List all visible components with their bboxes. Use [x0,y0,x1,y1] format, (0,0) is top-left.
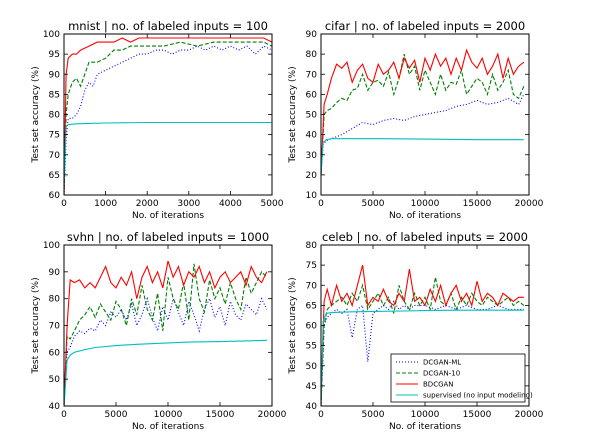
y-tick-label: 75 [306,261,317,271]
x-axis-label: No. of iterations [389,211,461,221]
y-axis-label: Test set accuracy (%) [288,66,298,163]
x-tick-label: 15000 [463,199,492,209]
x-tick-label: 0 [61,199,67,209]
series-line-supervised-no-input-modeling- [64,339,267,406]
x-tick-label: 20000 [258,410,287,420]
y-tick-label: 70 [306,281,318,291]
series-line-bdcgan [321,48,525,175]
y-tick-label: 40 [306,402,318,412]
legend-entry: supervised (no input modeling) [423,392,533,400]
y-tick-label: 100 [43,30,60,40]
chart-title: cifar | no. of labeled inputs = 2000 [325,19,525,33]
y-tick-label: 100 [43,241,60,251]
y-tick-label: 65 [49,171,60,181]
y-tick-label: 50 [49,375,61,385]
chart-title: mnist | no. of labeled inputs = 100 [68,19,268,33]
series-line-bdcgan [321,264,524,406]
y-tick-label: 60 [49,191,61,201]
legend: DCGAN-ML DCGAN-10 BDCGAN supervised (no inp… [390,353,533,403]
series-line-supervised-no-input-modeling- [321,309,524,406]
series-line-bdcgan [64,260,268,406]
series-line-supervised-no-input-modeling- [64,121,272,187]
y-tick-label: 30 [306,151,318,161]
y-axis-label: Test set accuracy (%) [31,66,41,163]
y-tick-label: 80 [49,295,61,305]
y-tick-label: 55 [306,342,317,352]
y-tick-label: 70 [49,151,61,161]
x-tick-label: 2000 [136,199,159,209]
x-tick-label: 0 [61,410,67,420]
y-axis-label: Test set accuracy (%) [288,277,298,374]
series-line-dcgan-10 [64,41,272,195]
series-line-dcgan-ml [321,300,524,406]
x-tick-label: 5000 [261,199,284,209]
y-tick-label: 85 [49,90,60,100]
x-tick-label: 20000 [515,199,544,209]
series-line-dcgan-ml [321,94,525,175]
chart-title: celeb | no. of labeled inputs = 2000 [322,230,528,244]
legend-box [390,353,526,403]
y-tick-label: 65 [306,301,317,311]
chart-title: svhn | no. of labeled inputs = 1000 [67,230,269,244]
legend-entry: DCGAN-ML [423,359,461,367]
y-tick-label: 20 [306,171,318,181]
y-tick-label: 50 [306,362,318,372]
x-tick-label: 20000 [515,410,544,420]
y-tick-label: 70 [306,70,318,80]
series-line-dcgan-10 [321,277,525,406]
y-tick-label: 60 [306,322,318,332]
chart-panel-3: 0 5000 10000 15000 20000 40 45 50 55 60 65 70 75 80 ce… [288,230,544,432]
y-tick-label: 10 [306,191,318,201]
x-tick-label: 0 [318,410,324,420]
y-tick-label: 40 [306,131,318,141]
y-tick-label: 80 [306,241,318,251]
x-tick-label: 15000 [463,410,492,420]
y-axis-label: Test set accuracy (%) [31,277,41,374]
chart-panel-0: 0 1000 2000 3000 4000 5000 60 65 70 75 80 85 90 95 100… [31,19,284,221]
x-tick-label: 5000 [362,410,385,420]
x-tick-label: 3000 [177,199,200,209]
y-tick-label: 90 [306,30,318,40]
chart-panel-1: 0 5000 10000 15000 20000 10 20 30 40 50 60 70 80 90 ci… [288,19,544,221]
y-tick-label: 50 [306,111,318,121]
x-tick-label: 1000 [94,199,117,209]
y-tick-label: 45 [306,382,317,392]
series-line-dcgan-ml [64,296,268,406]
x-axis-label: No. of iterations [132,211,204,221]
series-line-supervised-no-input-modeling- [321,138,524,175]
y-tick-label: 75 [49,131,60,141]
series-line-dcgan-10 [321,53,525,175]
x-tick-label: 5000 [105,410,128,420]
x-tick-label: 15000 [206,410,235,420]
y-tick-label: 60 [49,348,61,358]
series-line-dcgan-10 [64,263,268,406]
x-axis-label: No. of iterations [132,422,204,432]
legend-entry: DCGAN-10 [423,370,460,378]
y-tick-label: 70 [49,322,61,332]
x-tick-label: 10000 [411,410,440,420]
y-tick-label: 60 [306,90,318,100]
y-tick-label: 40 [49,402,61,412]
series-line-bdcgan [64,37,272,195]
y-tick-label: 90 [49,268,61,278]
x-tick-label: 10000 [154,410,183,420]
y-tick-label: 90 [49,70,61,80]
y-tick-label: 95 [49,50,60,60]
legend-entry: BDCGAN [423,381,454,389]
y-tick-label: 80 [49,111,61,121]
x-tick-label: 5000 [362,199,385,209]
chart-panel-2: 0 5000 10000 15000 20000 40 50 60 70 80 90 100 svhn … [31,230,287,432]
x-tick-label: 4000 [219,199,242,209]
x-tick-label: 0 [318,199,324,209]
x-axis-label: No. of iterations [389,422,461,432]
y-tick-label: 80 [306,50,318,60]
x-tick-label: 10000 [411,199,440,209]
